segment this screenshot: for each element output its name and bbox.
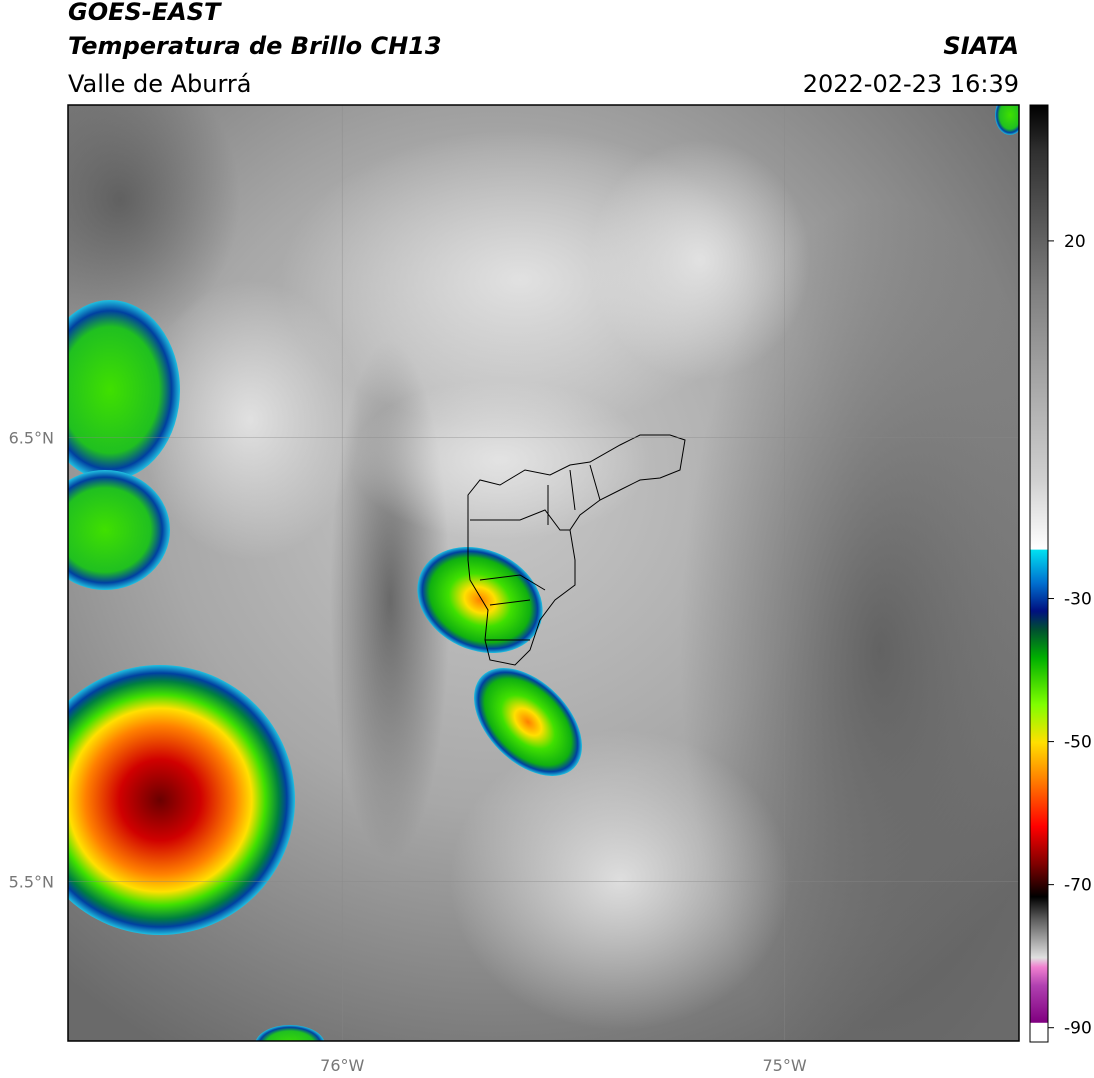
lat-label: 6.5°N <box>9 429 54 448</box>
map-frame <box>67 104 1020 1042</box>
colorbar-tick-label: 20 <box>1064 232 1086 252</box>
colorbar-tick-label: -30 <box>1064 590 1092 610</box>
lat-label: 5.5°N <box>9 872 54 891</box>
lon-label: 76°W <box>320 1056 364 1075</box>
graticule <box>68 105 1019 1041</box>
region: Valle de Aburrá <box>68 70 252 98</box>
lon-label: 75°W <box>762 1056 806 1075</box>
colorbar-tick-label: -90 <box>1064 1019 1092 1039</box>
subtitle: Temperatura de Brillo CH13 <box>68 32 442 60</box>
colorbar-tick-label: -70 <box>1064 876 1092 896</box>
colorbar-tick-label: -50 <box>1064 733 1092 753</box>
satellite-image <box>68 105 1019 1041</box>
source: SIATA <box>943 32 1019 60</box>
datetime: 2022-02-23 16:39 <box>803 70 1019 98</box>
colorbar <box>1029 104 1049 1043</box>
title: GOES-EAST <box>68 0 222 26</box>
